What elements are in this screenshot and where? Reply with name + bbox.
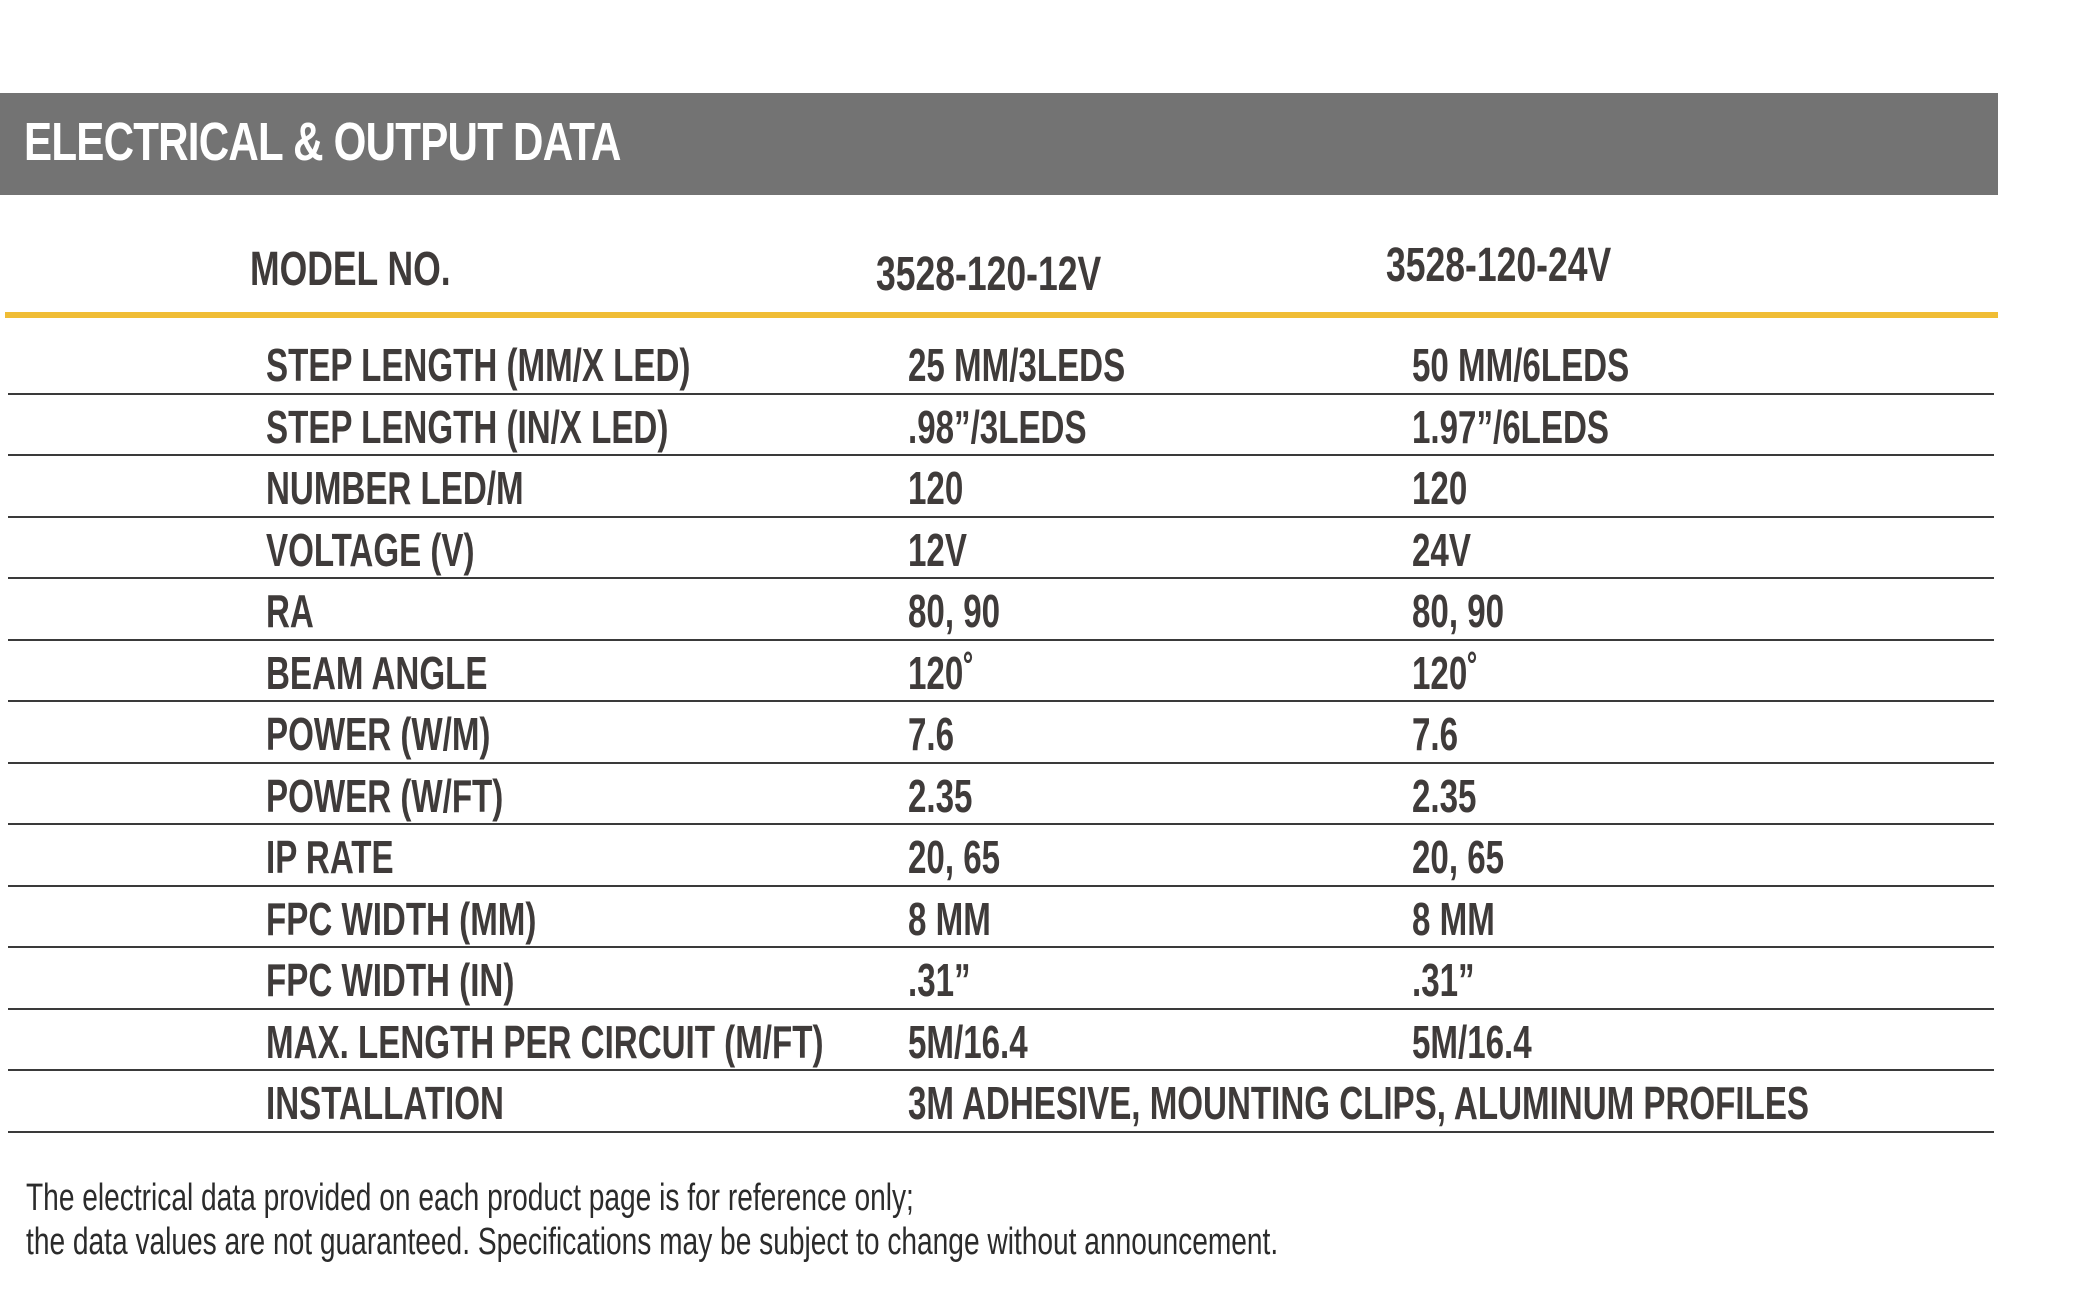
row-value-12v: 5M/16.4 [908,1015,1028,1068]
model-label: MODEL NO. [250,243,451,296]
row-value-24v: 8 MM [1412,892,1495,945]
row-value-12v: 80, 90 [908,585,1001,637]
row-label: FPC WIDTH (IN) [266,954,515,1006]
row-label: STEP LENGTH (IN/X LED) [266,400,669,453]
section-header: ELECTRICAL & OUTPUT DATA [0,93,1998,195]
row-label: RA [266,585,314,637]
row-value-24v: 1.97”/6LEDS [1412,400,1609,453]
row-value-24v: 2.35 [1412,769,1477,822]
table-row: BEAM ANGLE 120˚ 120˚ [8,641,1994,702]
row-value-12v: .31” [908,954,971,1006]
row-value-12v: 8 MM [908,892,991,945]
row-value-12v: 120 [908,462,964,514]
accent-divider [5,312,1998,318]
row-value-24v: 120 [1412,462,1468,514]
table-row: FPC WIDTH (MM) 8 MM 8 MM [8,887,1994,948]
row-label: POWER (W/M) [266,708,491,760]
row-value-24v: 5M/16.4 [1412,1015,1532,1068]
table-row: VOLTAGE (V) 12V 24V [8,518,1994,579]
row-label: IP RATE [266,831,394,883]
row-value-24v: 24V [1412,523,1471,576]
row-label: VOLTAGE (V) [266,523,475,576]
row-label: MAX. LENGTH PER CIRCUIT (M/FT) [266,1015,824,1068]
table-row: FPC WIDTH (IN) .31” .31” [8,948,1994,1010]
table-row: MAX. LENGTH PER CIRCUIT (M/FT) 5M/16.4 5… [8,1010,1994,1071]
row-label: NUMBER LED/M [266,462,524,514]
row-value-12v: 7.6 [908,708,955,760]
row-label: STEP LENGTH (MM/X LED) [266,339,691,391]
table-row: NUMBER LED/M 120 120 [8,456,1994,518]
row-value-12v: .98”/3LEDS [908,400,1087,453]
row-value-24v: 120˚ [1412,646,1479,699]
row-label: INSTALLATION [266,1077,504,1129]
row-value-12v: 20, 65 [908,831,1001,883]
row-value-12v: 120˚ [908,646,975,699]
table-row: INSTALLATION 3M ADHESIVE, MOUNTING CLIPS… [8,1071,1994,1133]
row-value-24v: .31” [1412,954,1475,1006]
table-row: STEP LENGTH (MM/X LED) 25 MM/3LEDS 50 MM… [8,333,1994,395]
row-value-12v: 25 MM/3LEDS [908,339,1126,391]
table-row: IP RATE 20, 65 20, 65 [8,825,1994,887]
table-row: STEP LENGTH (IN/X LED) .98”/3LEDS 1.97”/… [8,395,1994,456]
disclaimer-line-2: the data values are not guaranteed. Spec… [26,1221,1279,1263]
row-value-installation: 3M ADHESIVE, MOUNTING CLIPS, ALUMINUM PR… [908,1077,1810,1129]
model-12v: 3528-120-12V [876,248,1102,301]
table-row: RA 80, 90 80, 90 [8,579,1994,641]
row-label: POWER (W/FT) [266,769,504,822]
row-value-24v: 50 MM/6LEDS [1412,339,1630,391]
model-24v: 3528-120-24V [1386,239,1612,292]
disclaimer-note: The electrical data provided on each pro… [26,1176,1278,1264]
model-header-row: MODEL NO. 3528-120-12V 3528-120-24V [0,230,1998,310]
row-value-24v: 80, 90 [1412,585,1505,637]
row-label: BEAM ANGLE [266,646,488,699]
row-value-24v: 20, 65 [1412,831,1505,883]
disclaimer-line-1: The electrical data provided on each pro… [26,1177,914,1219]
row-label: FPC WIDTH (MM) [266,892,537,945]
row-value-12v: 2.35 [908,769,973,822]
section-title: ELECTRICAL & OUTPUT DATA [24,112,621,172]
row-value-24v: 7.6 [1412,708,1459,760]
table-row: POWER (W/FT) 2.35 2.35 [8,764,1994,825]
row-value-12v: 12V [908,523,967,576]
table-row: POWER (W/M) 7.6 7.6 [8,702,1994,764]
spec-table: STEP LENGTH (MM/X LED) 25 MM/3LEDS 50 MM… [8,333,1994,1133]
